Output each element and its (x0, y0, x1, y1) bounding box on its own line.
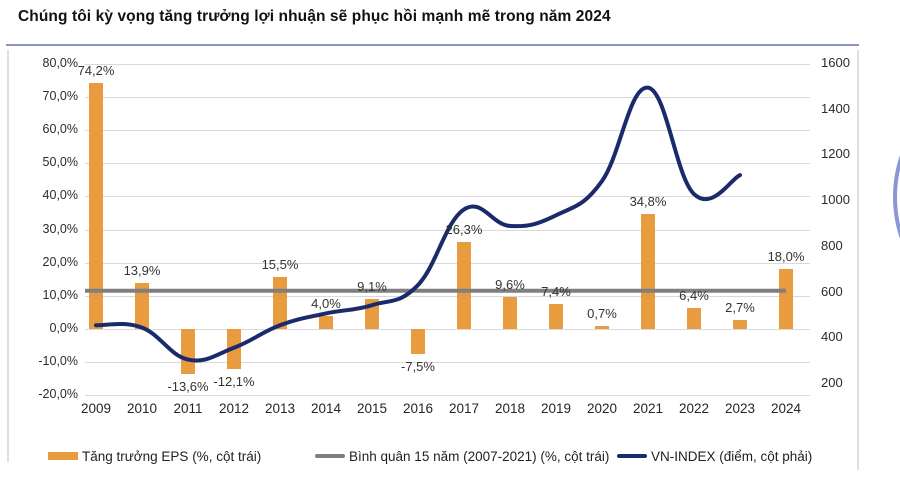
eps-bar-swatch-icon (48, 452, 78, 460)
vnindex-line-swatch-icon (617, 454, 647, 458)
right-axis-tick: 200 (821, 374, 843, 390)
gridline (85, 97, 810, 99)
right-axis-tick: 1200 (821, 146, 850, 162)
left-border-line (7, 50, 9, 462)
x-axis-year-label: 2009 (80, 401, 112, 416)
bar-value-label: 34,8% (629, 193, 667, 209)
gridline (85, 262, 810, 264)
left-axis-tick: 70,0% (42, 89, 78, 104)
right-axis-tick: 1400 (821, 100, 850, 116)
bar-value-label: -12,1% (213, 373, 255, 389)
right-axis-tick: 1000 (821, 192, 850, 208)
average-line-swatch-icon (315, 454, 345, 458)
x-axis-year-label: 2019 (540, 401, 572, 416)
x-axis-year-label: 2024 (770, 401, 802, 416)
bar-value-label: 18,0% (767, 249, 805, 265)
x-axis-year-label: 2017 (448, 401, 480, 416)
eps-growth-bar (595, 326, 609, 329)
gridline (85, 328, 810, 330)
bar-value-label: 74,2% (77, 63, 115, 79)
vnindex-line (94, 85, 742, 363)
eps-growth-bar (641, 213, 655, 329)
eps-growth-bar (733, 319, 747, 329)
bar-value-label: 7,4% (541, 284, 571, 300)
eps-growth-bar (549, 304, 563, 329)
legend-item-average: Bình quân 15 năm (2007-2021) (%, cột trá… (315, 446, 609, 466)
eps-growth-bar (135, 282, 149, 329)
left-axis-tick: -20,0% (38, 387, 78, 401)
eps-growth-bar (319, 315, 333, 329)
x-axis-year-label: 2020 (586, 401, 618, 416)
left-axis-tick: 20,0% (42, 254, 78, 269)
bar-value-label: -13,6% (167, 378, 209, 394)
left-axis-tick: 10,0% (42, 287, 78, 302)
right-axis-tick: 400 (821, 329, 843, 345)
left-axis-tick: 80,0% (42, 56, 78, 70)
gridline (85, 361, 810, 363)
gridline (85, 295, 810, 297)
x-axis-year-label: 2022 (678, 401, 710, 416)
bar-value-label: 2,7% (725, 299, 755, 315)
left-axis-tick: 40,0% (42, 188, 78, 203)
legend-item-eps: Tăng trưởng EPS (%, cột trái) (48, 446, 261, 466)
bar-value-label: 26,3% (445, 221, 483, 237)
title-divider (6, 44, 859, 46)
bar-value-label: 0,7% (587, 306, 617, 322)
legend-label-average: Bình quân 15 năm (2007-2021) (%, cột trá… (349, 448, 610, 464)
bar-value-label: 15,5% (261, 257, 299, 273)
x-axis-year-label: 2023 (724, 401, 756, 416)
bar-value-label: 9,6% (495, 277, 525, 293)
eps-growth-bar (457, 241, 471, 329)
right-axis-tick: 600 (821, 283, 843, 299)
x-axis-year-label: 2014 (310, 401, 342, 416)
x-axis-year-label: 2012 (218, 401, 250, 416)
x-axis-year-label: 2016 (402, 401, 434, 416)
gridline (85, 64, 810, 65)
x-axis-year-label: 2018 (494, 401, 526, 416)
x-axis-year-label: 2013 (264, 401, 296, 416)
eps-growth-bar (779, 269, 793, 329)
x-axis-year-label: 2015 (356, 401, 388, 416)
right-axis-tick: 800 (821, 237, 843, 253)
bar-value-label: 9,1% (357, 278, 387, 294)
eps-growth-bar (89, 83, 103, 329)
legend-item-vnindex: VN-INDEX (điểm, cột phải) (617, 446, 812, 466)
eps-growth-bar (181, 328, 195, 374)
chart-title: Chúng tôi kỳ vọng tăng trưởng lợi nhuận … (18, 8, 611, 25)
gridline (85, 130, 810, 132)
x-axis-year-label: 2011 (173, 401, 203, 416)
right-border-line (857, 50, 859, 470)
gridline (85, 196, 810, 198)
eps-growth-bar (411, 328, 425, 354)
legend-label-vnindex: VN-INDEX (điểm, cột phải) (651, 448, 813, 464)
left-axis-tick: 60,0% (42, 122, 78, 137)
bar-value-label: 4,0% (311, 295, 341, 311)
gridline (85, 163, 810, 165)
bar-value-label: 13,9% (123, 262, 161, 278)
left-axis-tick: -10,0% (38, 353, 78, 368)
right-axis-tick: 1600 (821, 55, 850, 70)
x-axis-year-label: 2010 (126, 401, 158, 416)
left-axis-tick: 0,0% (49, 320, 79, 335)
gridline (85, 395, 810, 396)
bar-value-label: -7,5% (401, 358, 435, 374)
x-axis-year-label: 2021 (632, 401, 664, 416)
legend-label-eps: Tăng trưởng EPS (%, cột trái) (82, 448, 262, 464)
left-axis-tick: 50,0% (42, 155, 78, 170)
left-axis-tick: 30,0% (42, 221, 78, 236)
eps-growth-bar (503, 297, 517, 329)
eps-growth-bar (687, 307, 701, 329)
bar-value-label: 6,4% (679, 287, 709, 303)
